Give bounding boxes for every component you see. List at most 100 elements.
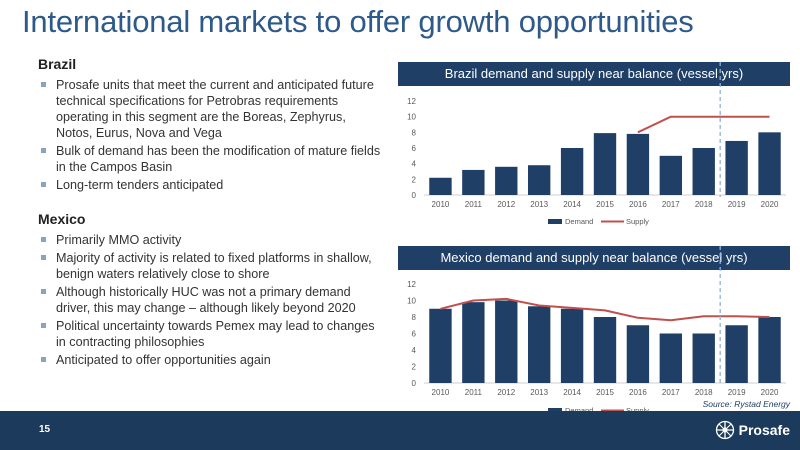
y-tick-label: 6	[412, 330, 417, 339]
bullet-item: Long-term tenders anticipated	[38, 177, 383, 193]
x-tick-label: 2011	[465, 200, 483, 209]
helm-logo-icon	[715, 420, 734, 440]
y-tick-label: 12	[407, 97, 416, 106]
chart-title: Brazil demand and supply near balance (v…	[398, 62, 790, 86]
prosafe-logo: Prosafe	[715, 420, 790, 440]
legend-demand-swatch	[548, 219, 562, 224]
demand-bar	[527, 306, 551, 383]
legend-supply-label: Supply	[626, 406, 649, 415]
demand-bar	[692, 148, 715, 195]
x-tick-label: 2015	[596, 200, 614, 209]
demand-bar	[758, 132, 781, 195]
y-tick-label: 0	[412, 191, 417, 200]
bullet-square-icon	[41, 182, 46, 187]
demand-bar	[560, 308, 584, 383]
demand-bar	[527, 165, 551, 195]
bullet-square-icon	[41, 237, 46, 242]
y-tick-label: 10	[407, 113, 416, 122]
demand-bar	[758, 317, 781, 383]
bullet-square-icon	[41, 323, 46, 328]
chart-title: Mexico demand and supply near balance (v…	[398, 246, 790, 270]
bullet-square-icon	[41, 82, 46, 87]
demand-bar	[626, 325, 650, 383]
bullet-item: Majority of activity is related to fixed…	[38, 250, 383, 282]
mexico-chart: Mexico demand and supply near balance (v…	[398, 246, 790, 415]
x-tick-label: 2020	[761, 388, 779, 397]
bullet-square-icon	[41, 255, 46, 260]
x-tick-label: 2017	[662, 388, 680, 397]
demand-bar	[495, 166, 518, 195]
x-tick-label: 2019	[728, 388, 746, 397]
y-tick-label: 10	[407, 297, 416, 306]
demand-bar	[659, 333, 683, 383]
supply-line	[440, 297, 770, 322]
demand-bar	[692, 333, 715, 383]
bullet-item: Anticipated to offer opportunities again	[38, 352, 383, 368]
demand-bar	[593, 133, 617, 195]
x-tick-label: 2010	[432, 388, 450, 397]
demand-bar	[725, 325, 748, 383]
demand-bar	[462, 302, 485, 383]
logo-text: Prosafe	[738, 422, 790, 438]
y-tick-label: 12	[407, 280, 416, 289]
y-tick-label: 4	[412, 160, 417, 169]
bullet-text: Majority of activity is related to fixed…	[56, 251, 372, 281]
x-tick-label: 2020	[761, 200, 779, 209]
bullet-square-icon	[41, 289, 46, 294]
source-note: Source: Rystad Energy	[702, 399, 790, 409]
x-tick-label: 2010	[432, 200, 450, 209]
chart-svg: 0 2 4 6 8 10 12 2010 2011 2012 2013 2014 2015 2016 201…	[407, 246, 786, 415]
x-tick-label: 2013	[530, 388, 548, 397]
bullet-item: Prosafe units that meet the current and …	[38, 77, 383, 141]
bullet-text: Long-term tenders anticipated	[56, 178, 224, 192]
bullet-item: Primarily MMO activity	[38, 232, 383, 248]
x-tick-label: 2014	[563, 388, 581, 397]
demand-bar	[626, 133, 650, 195]
x-tick-label: 2017	[662, 200, 680, 209]
y-tick-label: 0	[412, 379, 417, 388]
bullet-text: Primarily MMO activity	[56, 233, 182, 247]
page-number: 15	[39, 424, 51, 435]
y-tick-label: 8	[412, 313, 417, 322]
mexico-bullets: Primarily MMO activity Majority of activi…	[38, 232, 383, 368]
x-tick-label: 2015	[596, 388, 614, 397]
bullet-square-icon	[41, 357, 46, 362]
mexico-heading: Mexico	[38, 211, 86, 227]
legend-supply-label: Supply	[626, 217, 649, 226]
y-tick-label: 2	[412, 175, 417, 184]
demand-bar	[725, 140, 748, 195]
legend-demand-label: Demand	[565, 406, 593, 415]
x-tick-label: 2019	[728, 200, 746, 209]
bullet-item: Bulk of demand has been the modification…	[38, 143, 383, 175]
y-tick-label: 2	[412, 363, 417, 372]
x-tick-label: 2012	[497, 200, 515, 209]
x-tick-label: 2016	[629, 388, 647, 397]
x-tick-label: 2018	[695, 200, 713, 209]
slide-title: International markets to offer growth op…	[22, 4, 694, 39]
y-tick-label: 8	[412, 128, 417, 137]
x-tick-label: 2014	[563, 200, 581, 209]
bullet-square-icon	[41, 148, 46, 153]
bullet-item: Political uncertainty towards Pemex may …	[38, 318, 383, 350]
bullet-text: Prosafe units that meet the current and …	[56, 78, 374, 140]
bullet-text: Political uncertainty towards Pemex may …	[56, 319, 375, 349]
demand-bar	[495, 300, 518, 383]
bullet-text: Anticipated to offer opportunities again	[56, 353, 271, 367]
demand-bar	[429, 308, 452, 383]
x-tick-label: 2012	[497, 388, 515, 397]
brazil-heading: Brazil	[38, 56, 77, 72]
supply-line	[637, 115, 770, 134]
legend-demand-swatch	[548, 408, 562, 413]
legend-demand-label: Demand	[565, 217, 593, 226]
bullet-item: Although historically HUC was not a prim…	[38, 284, 383, 316]
x-tick-label: 2011	[465, 388, 483, 397]
brazil-chart: Brazil demand and supply near balance (v…	[398, 62, 790, 226]
demand-bar	[659, 155, 683, 195]
y-tick-label: 6	[412, 144, 417, 153]
footer-bar: 15 Prosafe	[0, 411, 800, 450]
brazil-bullets: Prosafe units that meet the current and …	[38, 77, 383, 193]
text-column: Brazil Prosafe units that meet the curre…	[38, 56, 383, 370]
bullet-text: Bulk of demand has been the modification…	[56, 144, 381, 174]
x-tick-label: 2013	[530, 200, 548, 209]
chart-svg: 0 2 4 6 8 10 12 2010 2011 2012 2013 2014 2015 2016 201…	[407, 62, 786, 226]
